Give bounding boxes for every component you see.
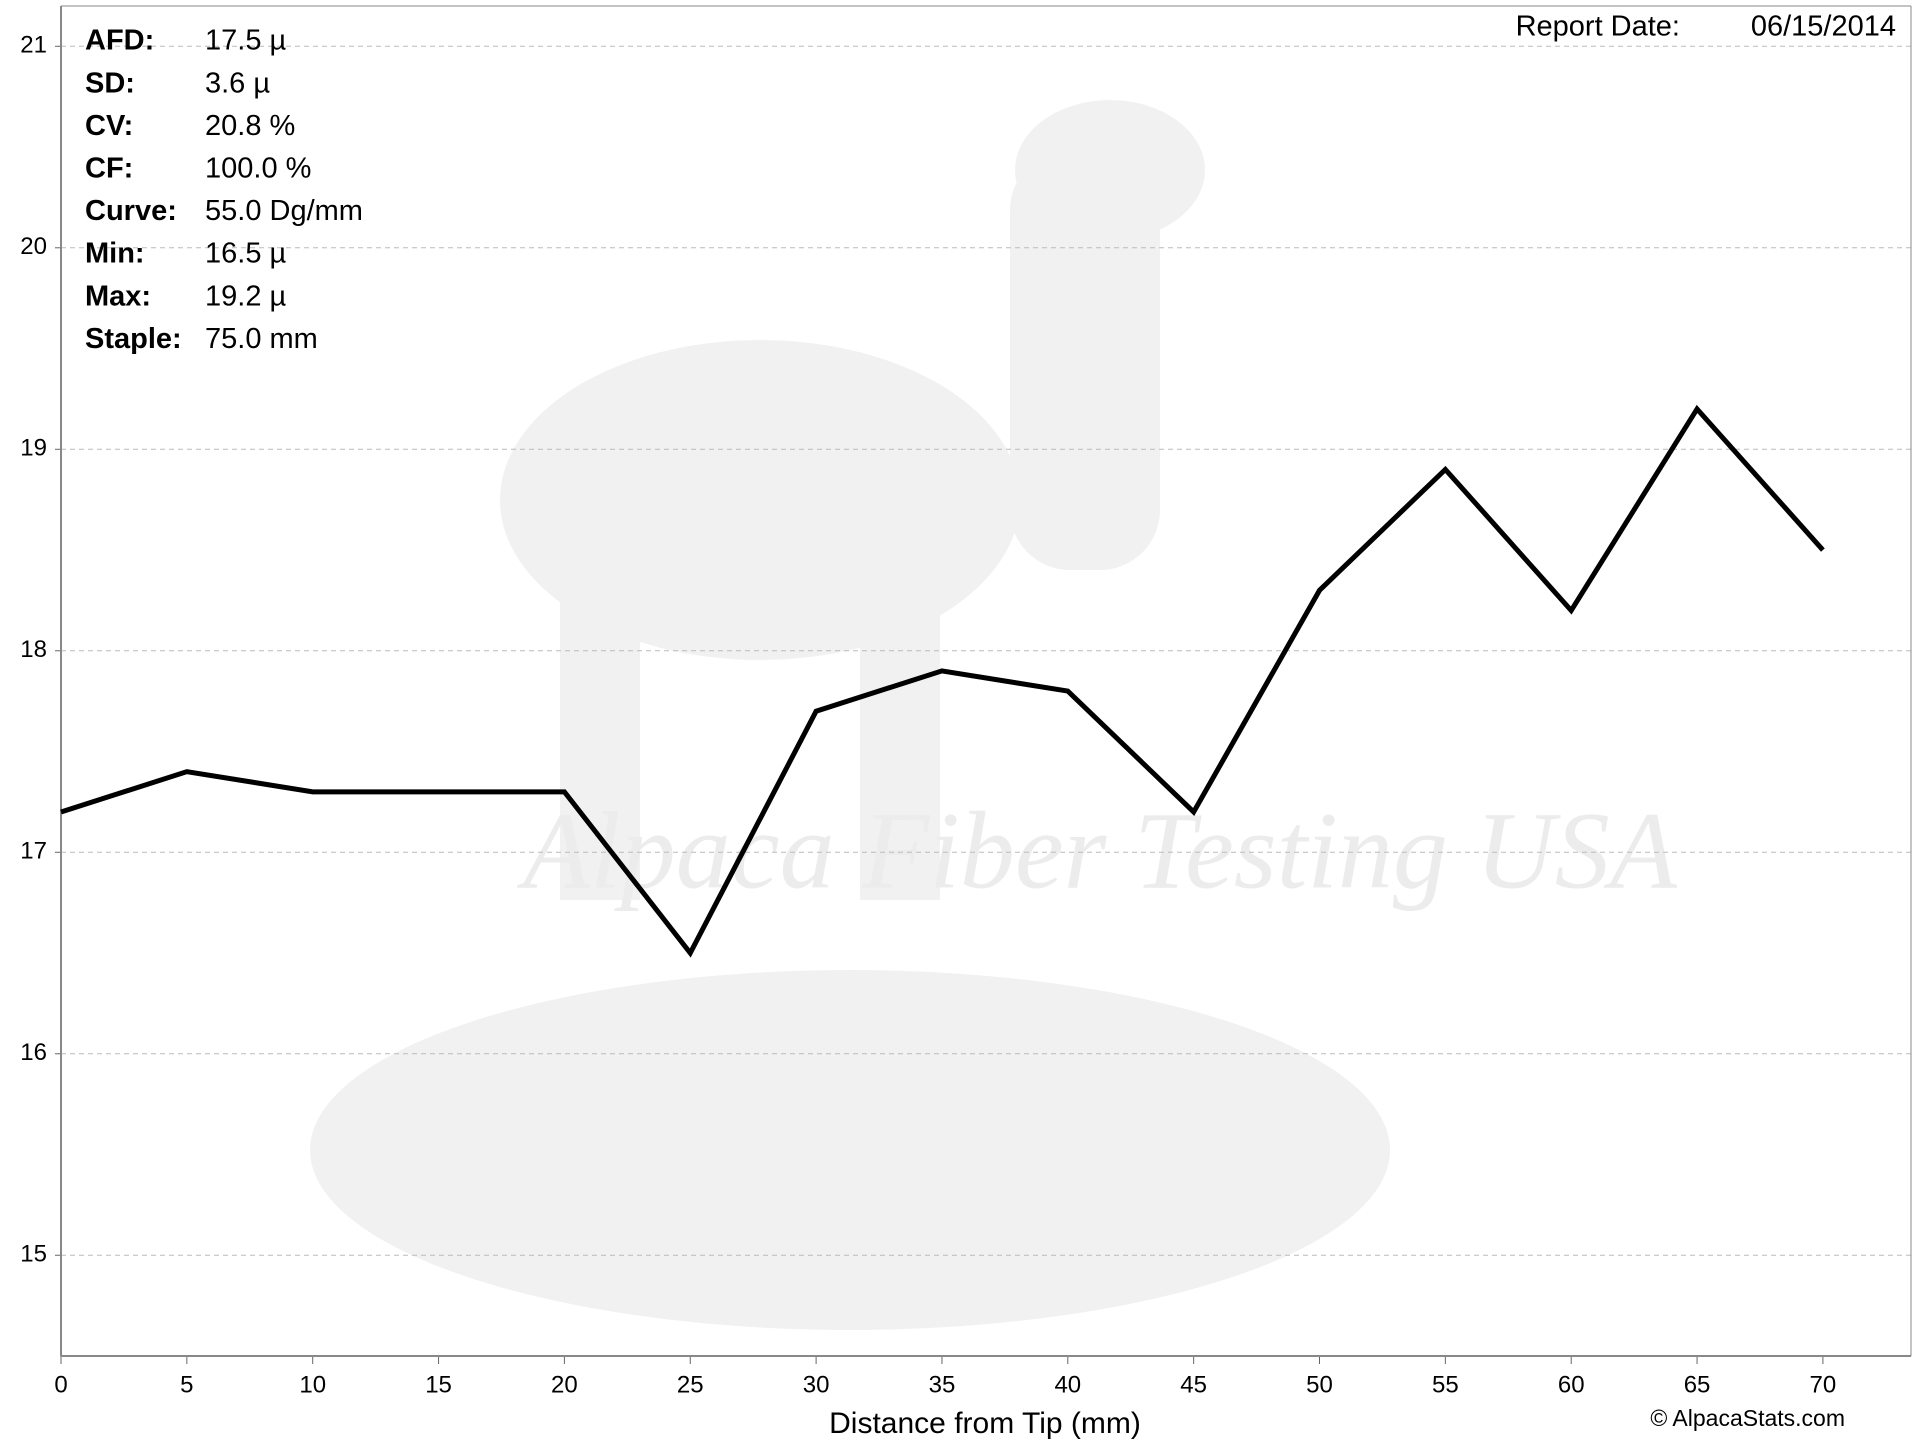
stat-label: Max: bbox=[85, 280, 151, 312]
x-tick-label: 70 bbox=[1810, 1371, 1837, 1398]
x-tick-label: 10 bbox=[299, 1371, 326, 1398]
x-tick-label: 5 bbox=[180, 1371, 193, 1398]
report-date: 06/15/2014 bbox=[1751, 11, 1896, 43]
x-tick-label: 35 bbox=[929, 1371, 956, 1398]
y-tick-label: 20 bbox=[20, 233, 47, 260]
x-tick-label: 45 bbox=[1180, 1371, 1207, 1398]
watermark-text: Alpaca Fiber Testing USA bbox=[516, 789, 1678, 911]
stat-value: 17.5 µ bbox=[205, 25, 286, 57]
stat-value: 100.0 % bbox=[205, 152, 311, 184]
x-tick-label: 30 bbox=[803, 1371, 830, 1398]
y-tick-label: 16 bbox=[20, 1039, 47, 1066]
stat-value: 20.8 % bbox=[205, 110, 295, 142]
stat-label: Min: bbox=[85, 238, 145, 270]
x-tick-label: 50 bbox=[1306, 1371, 1333, 1398]
watermark-figure bbox=[310, 100, 1390, 1330]
stat-value: 3.6 µ bbox=[205, 67, 270, 99]
chart: Alpaca Fiber Testing USA 15 16 17 18 19 20 21 0… bbox=[0, 0, 1921, 1445]
y-tick-label: 19 bbox=[20, 435, 47, 462]
x-tick-label: 40 bbox=[1054, 1371, 1081, 1398]
x-tick-label: 60 bbox=[1558, 1371, 1585, 1398]
x-axis-label: Distance from Tip (mm) bbox=[829, 1407, 1141, 1440]
report-label: Report Date: bbox=[1516, 11, 1680, 43]
credit: © AlpacaStats.com bbox=[1650, 1405, 1845, 1431]
stat-label: CV: bbox=[85, 110, 133, 142]
x-tick-label: 15 bbox=[425, 1371, 452, 1398]
stat-value: 75.0 mm bbox=[205, 323, 318, 355]
y-tick-label: 17 bbox=[20, 838, 47, 865]
x-tick-label: 20 bbox=[551, 1371, 578, 1398]
x-tick-label: 65 bbox=[1684, 1371, 1711, 1398]
stat-label: AFD: bbox=[85, 25, 154, 57]
x-tick-label: 25 bbox=[677, 1371, 704, 1398]
stat-label: CF: bbox=[85, 152, 133, 184]
stat-label: Curve: bbox=[85, 195, 177, 227]
y-tick-label: 18 bbox=[20, 636, 47, 663]
stat-value: 16.5 µ bbox=[205, 238, 286, 270]
y-tick-label: 15 bbox=[20, 1241, 47, 1268]
x-tick-label: 55 bbox=[1432, 1371, 1459, 1398]
stat-value: 55.0 Dg/mm bbox=[205, 195, 363, 227]
y-tick-label: 21 bbox=[20, 32, 47, 59]
stat-label: SD: bbox=[85, 67, 135, 99]
x-tick-label: 0 bbox=[54, 1371, 67, 1398]
stat-value: 19.2 µ bbox=[205, 280, 286, 312]
stat-label: Staple: bbox=[85, 323, 182, 355]
